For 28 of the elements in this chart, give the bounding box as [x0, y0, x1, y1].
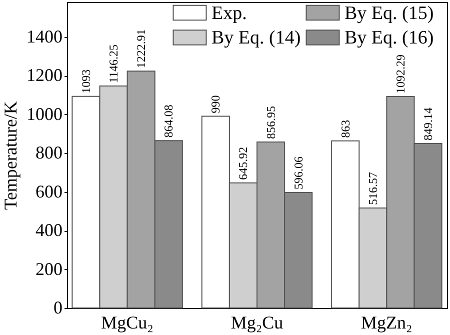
legend-label: By Eq. (15) [344, 2, 434, 24]
data-label: 1092.29 [393, 54, 408, 94]
data-label: 863 [338, 120, 352, 138]
y-axis-title: Temperature/K [0, 101, 20, 210]
data-label: 849.14 [421, 108, 436, 141]
legend-label: Exp. [212, 2, 247, 24]
y-tick-label: 1400 [26, 26, 62, 46]
x-tick-label: MgZn₂ [361, 312, 412, 332]
data-label: 1146.25 [106, 44, 121, 84]
legend-label: By Eq. (14) [212, 28, 301, 48]
data-label: 596.06 [291, 156, 306, 190]
data-label: 856.95 [264, 106, 278, 140]
data-label: 516.57 [366, 172, 380, 205]
y-tick-label: 600 [36, 181, 62, 202]
y-tick-label: 800 [36, 142, 62, 163]
data-label: 1093 [78, 69, 93, 94]
y-tick-label: 200 [36, 258, 62, 279]
y-tick-label: 1000 [26, 104, 62, 124]
x-tick-label: MgCu₂ [101, 312, 154, 332]
y-tick-label: 0 [54, 298, 62, 318]
data-label: 990 [208, 95, 223, 114]
y-tick-label: 400 [36, 220, 62, 240]
y-tick-label: 1200 [26, 65, 62, 86]
legend-label: By Eq. (16) [344, 28, 434, 48]
data-label: 645.92 [236, 146, 250, 180]
data-label: 1222.91 [134, 29, 148, 68]
x-tick-label: Mg₂Cu [230, 312, 284, 332]
data-label: 864.08 [162, 104, 176, 138]
